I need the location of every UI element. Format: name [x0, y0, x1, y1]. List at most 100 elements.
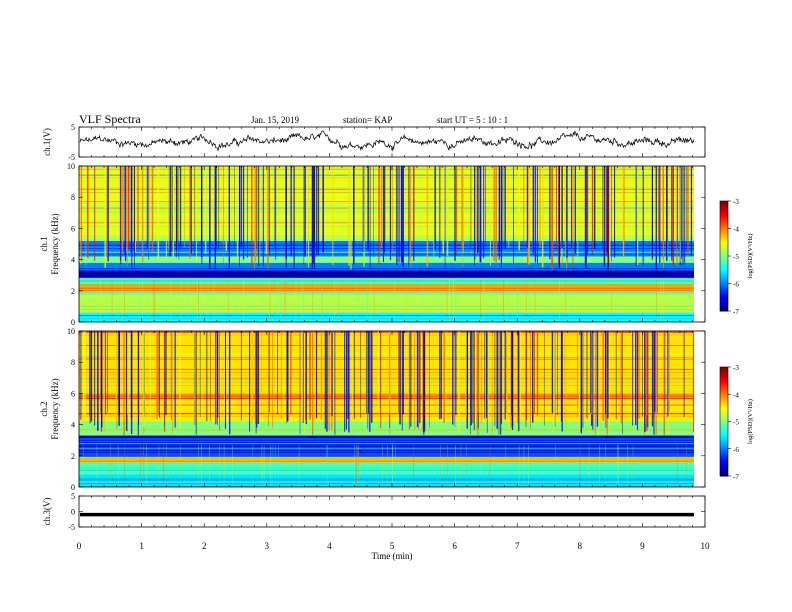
x-tick-label: 8: [578, 541, 583, 551]
colorbar-cell: [720, 454, 728, 457]
y-tick-label: 0: [71, 508, 75, 517]
colorbar-cell: [720, 274, 728, 277]
colorbar-cell: [720, 279, 728, 283]
colorbar-cell: [720, 456, 728, 459]
colorbar-cell: [720, 235, 728, 239]
colorbar-label: log(PSD)(V²/Hz): [747, 234, 754, 279]
y-tick-label: 2: [71, 287, 75, 296]
y-tick-label: 2: [71, 452, 75, 461]
x-tick-label: 9: [640, 541, 645, 551]
colorbar-cell: [720, 250, 728, 253]
colorbar-tick-label: -4: [733, 391, 739, 399]
colorbar-cell: [720, 234, 728, 237]
colorbar-cell: [720, 208, 728, 211]
colorbar-cell: [720, 307, 728, 310]
colorbar-tick-label: -3: [733, 364, 739, 372]
panel-frame: [78, 495, 706, 528]
y-tick-label: 8: [71, 193, 75, 202]
colorbar-tick-label: -5: [733, 419, 739, 427]
colorbar-cell: [720, 425, 728, 428]
colorbar-cell: [720, 294, 728, 297]
y-tick-label: 10: [67, 327, 75, 336]
y-tick-label: 5: [71, 492, 75, 501]
colorbars: -3 -4 -5 -6 -7 log(PSD)(V²/Hz) -3 -4 -5 -6 -7 log(P…: [719, 198, 754, 481]
colorbar-cell: [720, 412, 728, 415]
plot-station: station= KAP: [343, 115, 393, 125]
colorbar-cell: [720, 419, 728, 422]
colorbar-tick-label: -3: [733, 198, 739, 206]
colorbar-cell: [720, 272, 728, 275]
colorbar-cell: [720, 283, 728, 286]
colorbar-cell: [720, 388, 728, 392]
x-tick-label: 7: [515, 541, 520, 551]
y-tick-label: 8: [71, 358, 75, 367]
colorbar-cell: [720, 397, 728, 401]
channel-label: ch.2: [39, 401, 49, 416]
x-tick-label: 6: [452, 541, 457, 551]
colorbar-cell: [720, 270, 728, 273]
colorbar-cell: [720, 405, 728, 408]
x-tick-label: 3: [265, 541, 270, 551]
colorbar-cell: [720, 446, 728, 450]
colorbar: -3 -4 -5 -6 -7 log(PSD)(V²/Hz): [719, 198, 754, 316]
ch1-spectrogram-panel: 0 2 4 6 8 10 ch.1 Frequency (kHz): [39, 162, 706, 327]
colorbar-cell: [720, 226, 728, 229]
colorbar-tick-label: -6: [733, 446, 739, 454]
colorbar-cell: [720, 278, 728, 281]
psd-band: [79, 262, 694, 271]
colorbar-cell: [720, 390, 728, 393]
colorbar-cell: [720, 232, 728, 235]
colorbar-cell: [720, 292, 728, 295]
y-tick-label: 10: [67, 162, 75, 171]
y-tick-label: -5: [68, 523, 75, 532]
colorbar-cell: [720, 410, 728, 413]
colorbar-cell: [720, 399, 728, 403]
colorbar-cell: [720, 452, 728, 455]
colorbar-cell: [720, 459, 728, 462]
colorbar-cell: [720, 241, 728, 244]
colorbar-cell: [720, 290, 728, 294]
colorbar-cell: [720, 441, 728, 444]
colorbar-cell: [720, 428, 728, 432]
colorbar-cell: [720, 223, 728, 226]
colorbar-cell: [720, 416, 728, 419]
colorbar-cell: [720, 276, 728, 279]
colorbar-cell: [720, 421, 728, 424]
y-axis-label: ch.1(V): [42, 128, 52, 156]
colorbar-cell: [720, 268, 728, 272]
time-axis: 0 1 2 3 4 5 6 7 8 9 10 Time (min): [77, 541, 710, 561]
colorbar-cell: [720, 432, 728, 435]
colorbar-cell: [720, 403, 728, 406]
colorbar-cell: [720, 239, 728, 242]
colorbar-cell: [720, 381, 728, 384]
y-axis-label: Frequency (kHz): [50, 213, 60, 274]
colorbar-cell: [720, 252, 728, 255]
colorbar-cell: [720, 256, 728, 259]
colorbar-cell: [720, 219, 728, 222]
colorbar-cell: [720, 443, 728, 446]
ch1-waveform-panel: 5 -5 ch.1(V): [42, 123, 706, 162]
y-tick-label: 4: [71, 256, 75, 265]
colorbar-cell: [720, 414, 728, 417]
colorbar-cell: [720, 468, 728, 472]
colorbar-cell: [720, 379, 728, 383]
x-tick-label: 0: [77, 541, 82, 551]
colorbar-cell: [720, 367, 728, 370]
colorbar-cell: [720, 457, 728, 461]
psd-band: [79, 166, 694, 235]
colorbar-cell: [720, 437, 728, 441]
colorbar-cell: [720, 296, 728, 299]
colorbar-cell: [720, 261, 728, 264]
colorbar-cell: [720, 305, 728, 308]
colorbar-tick-label: -6: [733, 281, 739, 289]
colorbar-cell: [720, 309, 728, 312]
colorbar-cell: [720, 263, 728, 266]
colorbar-cell: [720, 303, 728, 306]
colorbar-cell: [720, 287, 728, 290]
x-tick-label: 5: [390, 541, 395, 551]
colorbar-cell: [720, 221, 728, 224]
colorbar-cell: [720, 248, 728, 251]
y-tick-label: 0: [71, 483, 75, 492]
y-tick-label: 6: [71, 389, 75, 398]
